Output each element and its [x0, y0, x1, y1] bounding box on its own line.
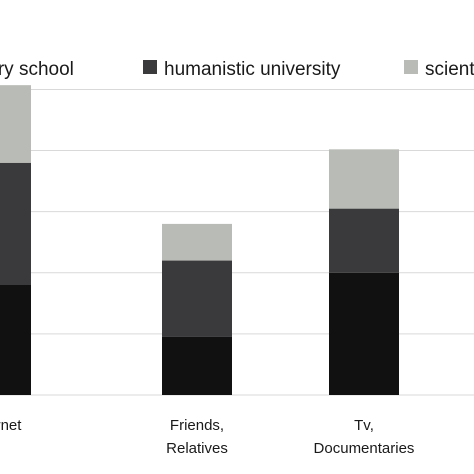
x-tick-label: Relatives: [166, 440, 228, 457]
x-tick-label: Tv,: [354, 417, 374, 434]
bar-scientific-university-2: [329, 149, 399, 209]
x-tick-label: Friends,: [170, 417, 224, 434]
bar-humanistic-university-2: [329, 208, 399, 273]
x-tick-label: Documentaries: [314, 440, 415, 457]
legend-swatch: [143, 60, 157, 74]
bar-humanistic-university-1: [162, 260, 232, 337]
bar-scientific-university-0: [0, 85, 31, 163]
bars: [0, 85, 399, 395]
x-tick-labels: Internet Friends, Relatives Tv, Documentarie…: [0, 417, 414, 457]
bar-humanistic-university-0: [0, 162, 31, 285]
legend-label: secondary school: [0, 59, 74, 80]
gridlines: [0, 88, 474, 396]
legend-label: humanistic university: [164, 59, 341, 80]
bar-secondary-school-2: [329, 272, 399, 395]
legend-label: scientific university: [425, 59, 474, 80]
bar-secondary-school-0: [0, 285, 31, 395]
legend: secondary school humanistic university sci…: [0, 59, 474, 80]
legend-swatch: [404, 60, 418, 74]
bar-secondary-school-1: [162, 336, 232, 395]
x-tick-label: Internet: [0, 417, 22, 434]
bar-scientific-university-1: [162, 223, 232, 261]
